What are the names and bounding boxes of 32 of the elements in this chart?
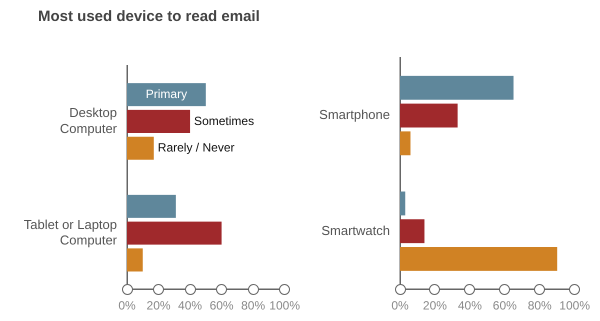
x-tick-label: 40% (458, 298, 482, 313)
x-tick-label: 0% (118, 298, 136, 313)
y-tick-label: Desktop Computer (60, 105, 118, 136)
x-tick-label: 80% (528, 298, 552, 313)
series-label: Sometimes (194, 114, 254, 128)
y-tick-label: Smartwatch (321, 222, 390, 238)
bar (127, 194, 176, 218)
bar (400, 192, 406, 216)
x-tick-label: 80% (241, 298, 266, 313)
bar (400, 247, 558, 271)
x-tick-label: 60% (210, 298, 234, 313)
x-tick-label: 0% (391, 298, 409, 313)
bar (400, 131, 410, 156)
x-tick-label: 60% (492, 298, 518, 313)
series-label: Primary (146, 86, 188, 101)
bar (127, 248, 143, 272)
bar (400, 104, 458, 128)
bar (127, 222, 222, 245)
x-tick-label: 20% (146, 298, 171, 313)
bar (400, 76, 514, 100)
bar (127, 136, 154, 160)
chart-title: Most used device to read email (38, 8, 260, 25)
y-tick-label: Smartphone (319, 107, 390, 122)
series-label: Rarely / Never (158, 140, 234, 155)
bar (127, 83, 206, 106)
x-tick-label: 20% (422, 298, 448, 313)
bar (400, 219, 424, 244)
x-tick-label: 100% (559, 298, 590, 313)
y-tick-label: Tablet or Laptop Computer (24, 216, 118, 248)
x-tick-label: 40% (178, 298, 202, 313)
x-tick-label: 100% (269, 298, 300, 313)
bar (127, 110, 190, 133)
